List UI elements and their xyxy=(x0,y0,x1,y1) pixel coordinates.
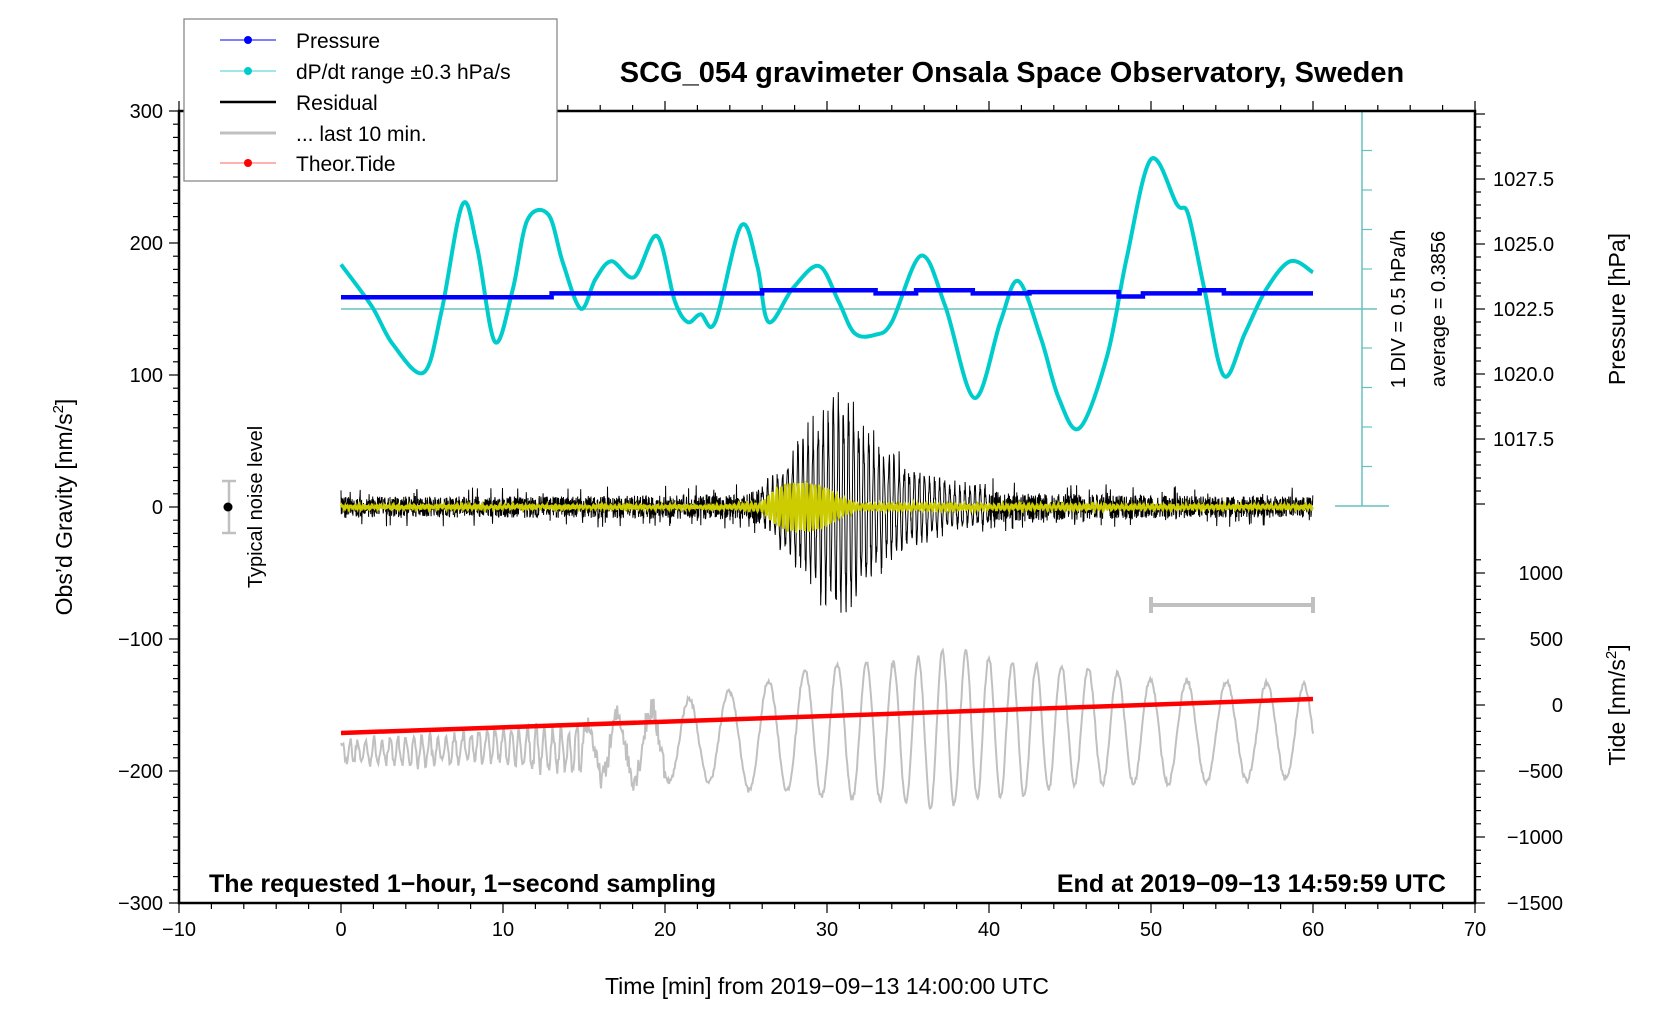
y-tick-label: −200 xyxy=(118,761,163,783)
x-tick-label: −10 xyxy=(162,919,196,941)
legend-item-pressure: Pressure xyxy=(220,30,380,53)
legend-label-last10: ... last 10 min. xyxy=(296,123,427,146)
pressure-tick-label: 1020.0 xyxy=(1493,364,1554,386)
tide-tick-label: 0 xyxy=(1552,695,1563,717)
y-axis-title-tide-sup: 2 xyxy=(1603,651,1620,659)
y-tick-label: 100 xyxy=(130,365,163,387)
noise-level-label: Typical noise level xyxy=(245,426,267,588)
x-tick-label: 20 xyxy=(654,919,676,941)
legend-box xyxy=(183,18,558,182)
legend-marker-dpdt xyxy=(244,67,252,75)
noise-level-indicator: Typical noise level xyxy=(222,426,267,588)
x-tick-label: 50 xyxy=(1140,919,1162,941)
pressure-tick-label: 1017.5 xyxy=(1493,429,1554,451)
x-tick-label: 60 xyxy=(1302,919,1324,941)
legend-label-residual: Residual xyxy=(296,92,378,115)
dpdt-scale-label: 1 DIV = 0.5 hPa/h xyxy=(1388,230,1410,388)
end-time-note: End at 2019−09−13 14:59:59 UTC xyxy=(1057,870,1446,898)
y-axis-title-left: Obs’d Gravity [nm/s2] xyxy=(50,399,77,616)
legend-marker-tide xyxy=(244,159,252,167)
legend-item-last10: ... last 10 min. xyxy=(220,123,427,146)
tide-line xyxy=(340,696,1314,736)
y-axis-title-left-end: ] xyxy=(51,399,77,405)
legend-item-tide: Theor.Tide xyxy=(220,153,396,176)
y-tick-label: −300 xyxy=(118,893,163,915)
legend-marker-pressure xyxy=(244,36,252,44)
tide-tick-label: 1000 xyxy=(1519,563,1564,585)
x-tick-label: 40 xyxy=(978,919,1000,941)
axis-ticks: −10 0 10 20 30 40 50 60 703002001000−100−200−300… xyxy=(118,101,1563,941)
pressure-tick-label: 1022.5 xyxy=(1493,299,1554,321)
pressure-tick-label: 1027.5 xyxy=(1493,169,1554,191)
tide-tick-label: −1000 xyxy=(1507,827,1563,849)
legend-item-dpdt: dP/dt range ±0.3 hPa/s xyxy=(220,61,511,84)
tide-tick-label: −1500 xyxy=(1507,893,1563,915)
legend: Pressure dP/dt range ±0.3 hPa/s Residual… xyxy=(183,18,558,182)
legend-label-dpdt: dP/dt range ±0.3 hPa/s xyxy=(296,61,511,84)
pressure-tick-label: 1025.0 xyxy=(1493,234,1554,256)
dpdt-average-label: average = 0.3856 xyxy=(1428,231,1450,387)
dpdt-curve xyxy=(339,156,1315,432)
x-tick-label: 10 xyxy=(492,919,514,941)
legend-label-pressure: Pressure xyxy=(296,30,380,53)
tide-tick-label: −500 xyxy=(1518,761,1563,783)
tide-tick-label: 500 xyxy=(1530,629,1563,651)
y-tick-label: 300 xyxy=(130,101,163,123)
legend-item-residual: Residual xyxy=(220,92,378,115)
legend-label-tide: Theor.Tide xyxy=(296,153,396,176)
pressure-curve xyxy=(341,288,1313,300)
x-tick-label: 30 xyxy=(816,919,838,941)
residual-filtered-curve xyxy=(339,480,1314,535)
y-tick-label: 0 xyxy=(152,497,163,519)
y-tick-label: −100 xyxy=(118,629,163,651)
y-axis-title-tide-main: Tide [nm/s xyxy=(1604,659,1630,766)
y-tick-label: 200 xyxy=(130,233,163,255)
x-tick-label: 0 xyxy=(335,919,346,941)
x-axis-title: Time [min] from 2019−09−13 14:00:00 UTC xyxy=(605,973,1049,999)
noise-dot xyxy=(223,502,233,512)
y-axis-title-tide-end: ] xyxy=(1604,644,1630,650)
last10-curve xyxy=(340,647,1314,810)
y-axis-title-left-main: Obs’d Gravity [nm/s xyxy=(51,413,77,615)
sampling-note: The requested 1−hour, 1−second sampling xyxy=(209,870,716,898)
x-tick-label: 70 xyxy=(1464,919,1486,941)
y-axis-title-left-sup: 2 xyxy=(50,405,67,413)
plot-frame xyxy=(177,109,1477,905)
series-layer xyxy=(339,110,1389,810)
chart-title: SCG_054 gravimeter Onsala Space Observat… xyxy=(620,57,1404,89)
y-axis-title-tide: Tide [nm/s2] xyxy=(1603,644,1630,765)
y-axis-title-pressure: Pressure [hPa] xyxy=(1604,233,1630,385)
